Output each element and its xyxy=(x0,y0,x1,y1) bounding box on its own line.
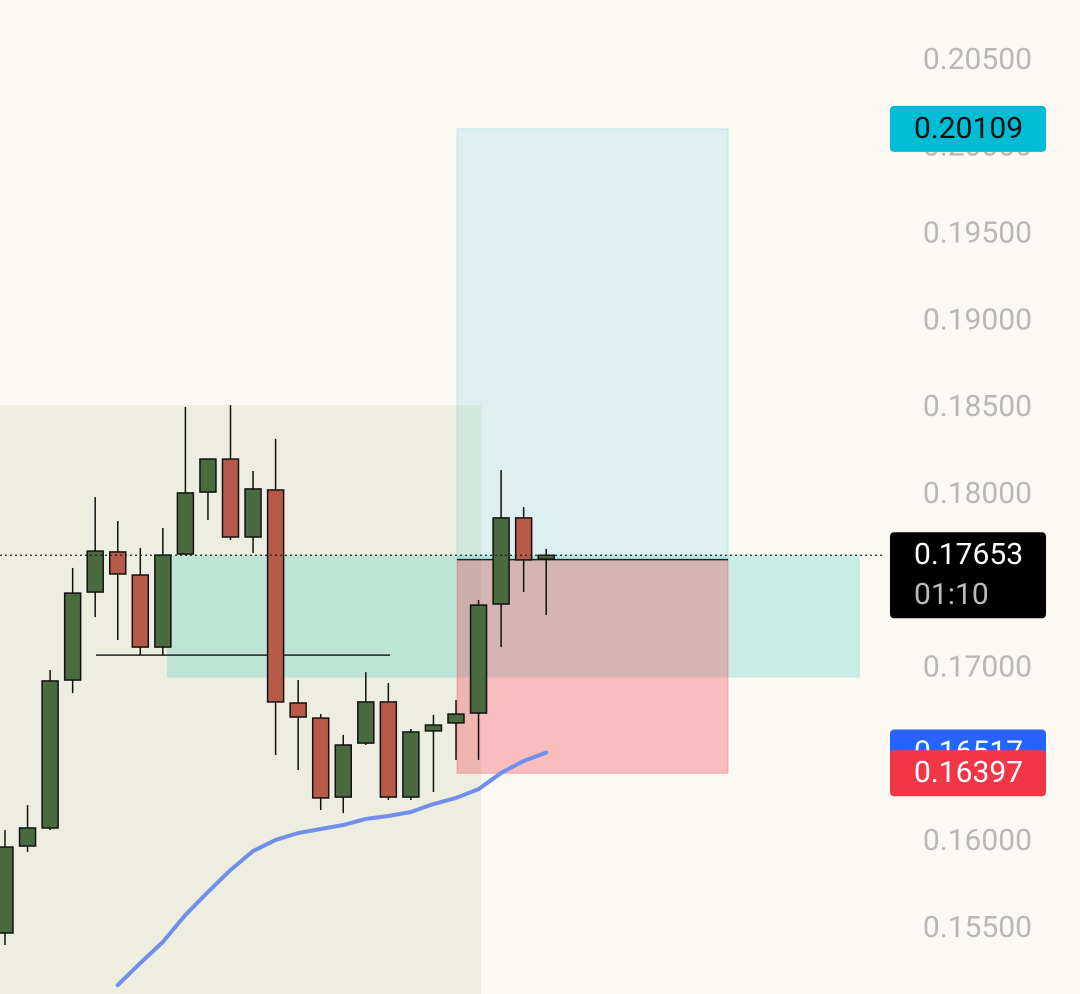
stop-badge-label: 0.16397 xyxy=(914,755,1023,790)
candle-body xyxy=(131,574,150,648)
price-axis: 0.155000.160000.165000.170000.175000.180… xyxy=(890,42,1046,945)
candle-body xyxy=(311,717,330,799)
candle-body xyxy=(379,701,398,798)
target-badge xyxy=(890,105,1046,152)
candle-body xyxy=(402,731,420,798)
zone xyxy=(0,405,481,994)
candle-body xyxy=(18,827,37,847)
y-tick-label: 0.19000 xyxy=(923,302,1032,337)
candle-body xyxy=(176,492,195,555)
candle-body xyxy=(154,554,172,648)
stop-badge xyxy=(890,750,1046,797)
candle-body xyxy=(469,604,488,714)
target-badge-label: 0.20109 xyxy=(914,111,1023,146)
moving-average xyxy=(115,750,549,988)
candle-body xyxy=(199,458,217,493)
candle-body xyxy=(424,724,443,732)
candle-body xyxy=(86,550,104,593)
y-tick-label: 0.16000 xyxy=(923,823,1032,858)
candle-body xyxy=(447,713,465,724)
candle-body xyxy=(492,517,510,605)
candle-body xyxy=(514,517,533,561)
plot-area xyxy=(0,128,885,994)
current-price-label: 0.17653 xyxy=(914,537,1023,572)
candle-body xyxy=(63,592,82,681)
y-tick-label: 0.18500 xyxy=(923,389,1032,424)
candle-body xyxy=(289,702,307,718)
y-tick-label: 0.15500 xyxy=(923,910,1032,945)
candle-body xyxy=(357,701,375,744)
candle-body xyxy=(244,488,262,538)
candle-body xyxy=(334,744,352,798)
current-price-badge xyxy=(890,532,1046,619)
profit-zone xyxy=(456,128,729,561)
countdown-label: 01:10 xyxy=(914,577,989,612)
candle-body xyxy=(41,680,59,829)
candle-body xyxy=(109,551,127,575)
y-tick-label: 0.17000 xyxy=(923,650,1032,685)
y-tick-label: 0.19500 xyxy=(923,216,1032,251)
candle-body xyxy=(0,846,14,934)
candle-body xyxy=(266,489,285,703)
y-tick-label: 0.18000 xyxy=(923,476,1032,511)
candle-body xyxy=(221,458,240,538)
y-tick-label: 0.20500 xyxy=(923,42,1032,77)
